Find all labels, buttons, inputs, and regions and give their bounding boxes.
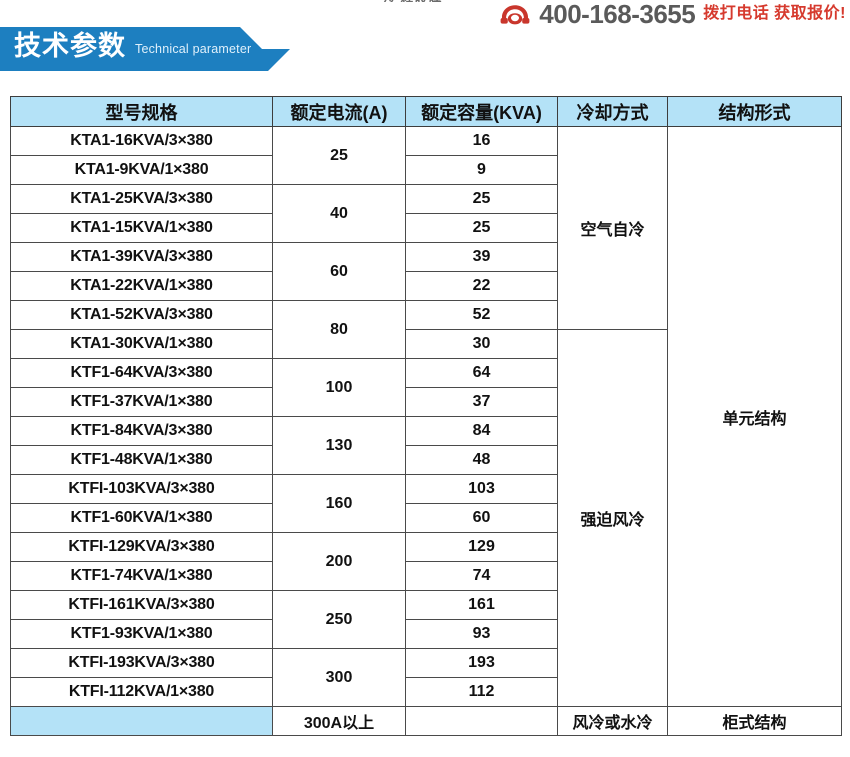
table-body: KTA1-16KVA/3×380 25 16 空气自冷 单元结构 KTA1-9KVA/1×…: [10, 126, 842, 736]
cell-model: KTF1-64KVA/3×380: [10, 358, 273, 388]
cell-current: 40: [272, 184, 406, 243]
cell-model: KTA1-39KVA/3×380: [10, 242, 273, 272]
cell-capacity: 112: [405, 677, 558, 707]
table-row: KTF1-64KVA/3×380 100 64: [10, 358, 842, 417]
cell-model: KTA1-30KVA/1×380: [10, 329, 273, 359]
cell-model: KTA1-22KVA/1×380: [10, 271, 273, 301]
table-row: KTFI-103KVA/3×380 160 103: [10, 474, 842, 533]
table-row-last: 300A以上 风冷或水冷 柜式结构: [10, 706, 842, 736]
col-header-model: 型号规格: [10, 96, 273, 127]
banner-shape: [0, 27, 290, 71]
cell-capacity: 103: [405, 474, 558, 504]
cell-model: KTFI-161KVA/3×380: [10, 590, 273, 620]
cell-model: KTF1-93KVA/1×380: [10, 619, 273, 649]
table-row: KTF1-93KVA/1×380 93: [10, 619, 842, 649]
cell-cooling-forced: 强迫风冷: [557, 329, 668, 707]
cell-capacity: 48: [405, 445, 558, 475]
cell-capacity: 39: [405, 242, 558, 272]
technical-parameter-table: 型号规格 额定电流(A) 额定容量(KVA) 冷却方式 结构形式 KTA1-16…: [10, 96, 842, 736]
table-row: KTFI-161KVA/3×380 250 161: [10, 590, 842, 649]
table-row: KTFI-129KVA/3×380 200 129: [10, 532, 842, 591]
top-promo-strip: 沙 程胶膜 400-168-3655 拨打电话 获取报价!: [0, 0, 850, 27]
banner-text-group: 技术参数 Technical parameter: [14, 30, 251, 62]
cell-model: KTF1-48KVA/1×380: [10, 445, 273, 475]
cell-model: KTFI-103KVA/3×380: [10, 474, 273, 504]
cell-capacity: 60: [405, 503, 558, 533]
table-row: KTF1-84KVA/3×380 130 84: [10, 416, 842, 475]
cell-model: KTF1-60KVA/1×380: [10, 503, 273, 533]
table-row: KTA1-15KVA/1×380 25: [10, 213, 842, 243]
cell-capacity: 52: [405, 300, 558, 330]
cell-current: 60: [272, 242, 406, 301]
cell-structure: 柜式结构: [667, 706, 842, 736]
table-row: KTF1-60KVA/1×380 60: [10, 503, 842, 533]
cell-capacity: 30: [405, 329, 558, 359]
cell-current: 200: [272, 532, 406, 591]
cell-capacity: 193: [405, 648, 558, 678]
table-row: KTF1-74KVA/1×380 74: [10, 561, 842, 591]
cell-model: KTA1-16KVA/3×380: [10, 126, 273, 156]
cell-capacity: 161: [405, 590, 558, 620]
cell-model: [10, 706, 273, 736]
table-row: KTF1-48KVA/1×380 48: [10, 445, 842, 475]
cell-capacity: 37: [405, 387, 558, 417]
cell-capacity: 64: [405, 358, 558, 388]
table-row: KTA1-52KVA/3×380 80 52: [10, 300, 842, 359]
phone-number: 400-168-3655: [539, 0, 696, 29]
telephone-icon: [500, 5, 530, 25]
cell-capacity: 16: [405, 126, 558, 156]
table-row: KTA1-16KVA/3×380 25 16 空气自冷 单元结构: [10, 126, 842, 707]
cell-capacity: 25: [405, 184, 558, 214]
cell-capacity: 93: [405, 619, 558, 649]
cell-cooling-natural: 空气自冷: [557, 126, 668, 330]
cut-off-headline: 沙 程胶膜: [382, 0, 443, 2]
table-row: KTA1-9KVA/1×380 9: [10, 155, 842, 185]
page-subtitle: Technical parameter: [135, 41, 252, 56]
cell-model: KTA1-9KVA/1×380: [10, 155, 273, 185]
table-row: KTA1-22KVA/1×380 22: [10, 271, 842, 301]
col-header-cooling: 冷却方式: [557, 96, 668, 127]
cell-current: 160: [272, 474, 406, 533]
cell-capacity: 129: [405, 532, 558, 562]
cell-model: KTFI-129KVA/3×380: [10, 532, 273, 562]
cell-current: 80: [272, 300, 406, 359]
cell-current: 25: [272, 126, 406, 185]
col-header-current: 额定电流(A): [272, 96, 406, 127]
phone-cta-text: 拨打电话 获取报价!: [703, 5, 846, 22]
spec-table-container: 型号规格 额定电流(A) 额定容量(KVA) 冷却方式 结构形式 KTA1-16…: [10, 96, 842, 736]
cell-model: KTF1-84KVA/3×380: [10, 416, 273, 446]
section-banner: 技术参数 Technical parameter: [0, 27, 850, 71]
cell-cooling: 风冷或水冷: [557, 706, 668, 736]
cell-model: KTF1-74KVA/1×380: [10, 561, 273, 591]
table-row: KTA1-39KVA/3×380 60 39: [10, 242, 842, 301]
cell-model: KTFI-112KVA/1×380: [10, 677, 273, 707]
cell-capacity: 74: [405, 561, 558, 591]
table-row: KTA1-25KVA/3×380 40 25: [10, 184, 842, 243]
col-header-structure: 结构形式: [667, 96, 842, 127]
cell-structure-unit: 单元结构: [667, 126, 842, 707]
cell-current: 100: [272, 358, 406, 417]
table-row: KTF1-37KVA/1×380 37: [10, 387, 842, 417]
cell-model: KTA1-25KVA/3×380: [10, 184, 273, 214]
cell-current: 130: [272, 416, 406, 475]
cell-capacity: 9: [405, 155, 558, 185]
cell-capacity: 84: [405, 416, 558, 446]
cell-model: KTF1-37KVA/1×380: [10, 387, 273, 417]
cell-capacity: 22: [405, 271, 558, 301]
cell-current: 300A以上: [272, 706, 406, 736]
table-header-row: 型号规格 额定电流(A) 额定容量(KVA) 冷却方式 结构形式: [10, 96, 842, 127]
cell-current: 250: [272, 590, 406, 649]
table-row: KTFI-112KVA/1×380 112: [10, 677, 842, 707]
cell-capacity: 25: [405, 213, 558, 243]
cell-model: KTFI-193KVA/3×380: [10, 648, 273, 678]
cell-model: KTA1-15KVA/1×380: [10, 213, 273, 243]
phone-block[interactable]: 400-168-3655 拨打电话 获取报价!: [499, 1, 846, 27]
cell-model: KTA1-52KVA/3×380: [10, 300, 273, 330]
cell-capacity: [405, 706, 558, 736]
cell-current: 300: [272, 648, 406, 707]
page-title: 技术参数: [14, 31, 126, 61]
table-row: KTFI-193KVA/3×380 300 193: [10, 648, 842, 707]
col-header-capacity: 额定容量(KVA): [405, 96, 558, 127]
